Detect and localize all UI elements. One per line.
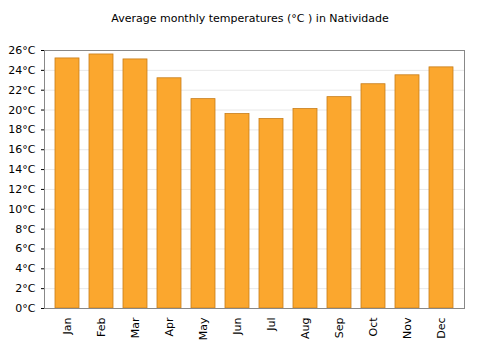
svg-text:24°C: 24°C bbox=[8, 64, 35, 77]
svg-text:Aug: Aug bbox=[299, 318, 312, 339]
svg-text:22°C: 22°C bbox=[8, 84, 35, 97]
svg-text:6°C: 6°C bbox=[15, 242, 35, 255]
svg-text:8°C: 8°C bbox=[15, 223, 35, 236]
svg-text:0°C: 0°C bbox=[15, 302, 35, 315]
svg-text:26°C: 26°C bbox=[8, 44, 35, 57]
svg-text:18°C: 18°C bbox=[8, 123, 35, 136]
svg-text:2°C: 2°C bbox=[15, 282, 35, 295]
svg-text:Oct: Oct bbox=[367, 317, 380, 337]
svg-text:4°C: 4°C bbox=[15, 262, 35, 275]
svg-text:14°C: 14°C bbox=[8, 163, 35, 176]
svg-text:Jul: Jul bbox=[265, 318, 278, 332]
svg-text:20°C: 20°C bbox=[8, 104, 35, 117]
svg-text:Sep: Sep bbox=[333, 317, 346, 338]
svg-text:12°C: 12°C bbox=[8, 183, 35, 196]
svg-text:Jan: Jan bbox=[61, 317, 74, 335]
html-text:Average monthly temperatures (: Average monthly temperatures (°C ) in Na… bbox=[111, 12, 389, 25]
svg-text:Apr: Apr bbox=[163, 317, 176, 337]
svg-text:Dec: Dec bbox=[435, 318, 448, 339]
svg-text:Jun: Jun bbox=[231, 317, 244, 335]
svg-text:16°C: 16°C bbox=[8, 143, 35, 156]
svg-text:Mar: Mar bbox=[129, 317, 142, 338]
svg-text:May: May bbox=[197, 317, 210, 340]
svg-text:Feb: Feb bbox=[95, 317, 108, 336]
svg-text:Nov: Nov bbox=[401, 317, 414, 339]
svg-text:10°C: 10°C bbox=[8, 203, 35, 216]
